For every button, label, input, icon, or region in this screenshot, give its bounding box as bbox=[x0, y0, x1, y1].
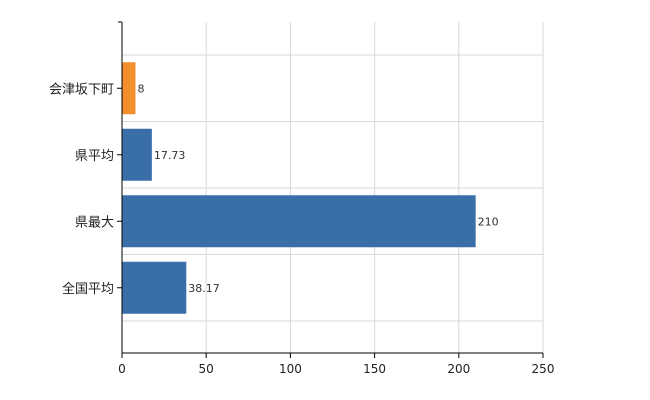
x-tick-label: 100 bbox=[279, 362, 302, 376]
category-label: 会津坂下町 bbox=[49, 82, 114, 97]
x-tick-label: 50 bbox=[199, 362, 214, 376]
x-tick-label: 150 bbox=[363, 362, 386, 376]
bar bbox=[122, 128, 152, 181]
bar bbox=[122, 195, 476, 248]
data-label: 38.17 bbox=[188, 282, 220, 295]
bar bbox=[122, 62, 136, 115]
data-label: 8 bbox=[137, 82, 144, 95]
category-label: 全国平均 bbox=[62, 281, 114, 297]
x-tick-label: 250 bbox=[532, 362, 555, 376]
x-tick-label: 200 bbox=[447, 362, 470, 376]
x-tick-label: 0 bbox=[118, 362, 126, 376]
category-label: 県最大 bbox=[75, 215, 114, 230]
data-label: 210 bbox=[478, 215, 499, 228]
category-label: 県平均 bbox=[75, 149, 114, 164]
bar bbox=[122, 261, 187, 314]
data-label: 17.73 bbox=[154, 149, 186, 162]
